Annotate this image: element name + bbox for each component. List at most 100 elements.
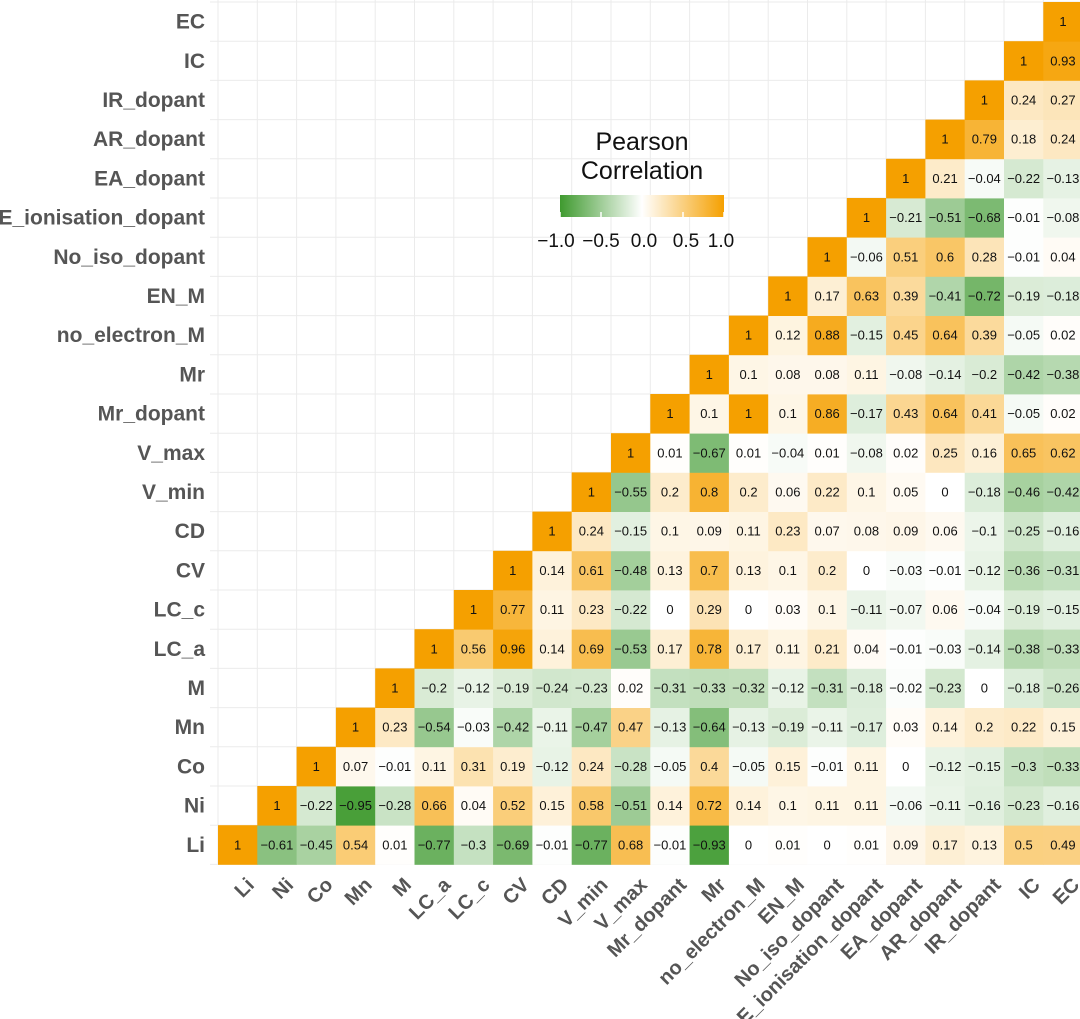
heatmap-cell [296, 746, 337, 787]
cell-value-label: 0.02 [1050, 406, 1075, 421]
cell-value-label: 0.54 [343, 837, 368, 852]
heatmap-cell [611, 511, 651, 552]
y-axis-labels: EC IC IR_dopant AR_dopant EA_dopant E_ionisat… [0, 11, 205, 857]
y-tick-label: IR_dopant [102, 89, 205, 112]
cell-value-label: 1 [745, 328, 752, 343]
cell-value-label: 0.45 [893, 328, 918, 343]
heatmap-cell [1004, 433, 1044, 473]
x-tick-label: M [389, 874, 416, 901]
heatmap-cell [1043, 786, 1080, 826]
cell-value-label: 1 [745, 406, 752, 421]
cell-value-label: −0.03 [889, 563, 922, 578]
heatmap-cell [1043, 472, 1080, 512]
heatmap-cell [571, 590, 612, 630]
heatmap-cell [807, 354, 848, 395]
cell-value-label: 0 [666, 602, 673, 617]
heatmap-cell [650, 746, 690, 787]
heatmap-cell [728, 668, 769, 708]
cell-value-label: 0.1 [700, 406, 718, 421]
cell-value-label: 0.7 [700, 563, 718, 578]
cell-value-label: −0.28 [614, 759, 647, 774]
heatmap-cell [964, 825, 1005, 865]
cell-value-label: −0.16 [1046, 524, 1079, 539]
heatmap-cell [886, 315, 926, 356]
cell-value-label: 0.29 [697, 602, 722, 617]
cell-value-label: −0.51 [929, 210, 962, 225]
heatmap-cell [964, 237, 1005, 277]
heatmap-cell [335, 786, 376, 826]
cell-value-label: −0.05 [732, 759, 765, 774]
cell-value-label: 0.27 [1050, 93, 1075, 108]
heatmap-cell [925, 668, 966, 708]
cell-value-label: 0.09 [893, 837, 918, 852]
heatmap-cell [1043, 394, 1080, 434]
cell-value-label: −0.17 [850, 720, 883, 735]
cell-value-label: 0.01 [657, 445, 682, 460]
heatmap-cell [886, 786, 926, 826]
cell-value-label: −0.04 [968, 171, 1001, 186]
cell-value-label: 0.17 [932, 837, 957, 852]
heatmap-cell [807, 707, 848, 748]
cell-value-label: −0.69 [496, 837, 529, 852]
cell-value-label: 0.1 [661, 524, 679, 539]
heatmap-cell [689, 746, 730, 787]
cell-value-label: −0.93 [693, 837, 726, 852]
cell-value-label: −0.11 [850, 602, 882, 617]
cell-value-label: 1 [784, 289, 791, 304]
cell-value-label: −0.19 [1007, 602, 1040, 617]
heatmap-cell [1043, 354, 1080, 395]
heatmap-cell [846, 237, 887, 277]
y-tick-label: M [188, 677, 206, 700]
heatmap-cell [689, 472, 730, 512]
heatmap-cell [611, 472, 651, 512]
heatmap-cell [689, 590, 730, 630]
legend-tick-label: −1.0 [537, 231, 575, 252]
heatmap-cell [532, 707, 573, 748]
cell-value-label: −0.11 [929, 798, 961, 813]
heatmap-cell [768, 354, 808, 395]
heatmap-cell [650, 472, 690, 512]
heatmap-cell [964, 746, 1005, 787]
cell-value-label: 0.21 [814, 641, 839, 656]
cell-value-label: 0 [824, 837, 831, 852]
cell-value-label: −0.03 [929, 641, 962, 656]
cell-value-label: −0.1 [972, 524, 998, 539]
y-tick-label: CV [176, 559, 205, 582]
heatmap-cell [886, 354, 926, 395]
cell-value-label: 0.17 [736, 641, 761, 656]
cell-value-label: 0.62 [1050, 445, 1075, 460]
heatmap-cell [768, 786, 808, 826]
heatmap-cell [611, 590, 651, 630]
cell-value-label: 0.15 [1050, 720, 1075, 735]
cell-value-label: 0.15 [539, 798, 564, 813]
cell-value-label: 0.11 [815, 798, 839, 813]
cell-value-label: 0.02 [1050, 328, 1075, 343]
y-tick-label: LC_c [154, 599, 206, 622]
x-tick-label: CV [499, 874, 535, 910]
cell-value-label: −0.25 [1007, 524, 1040, 539]
heatmap-cell [925, 354, 966, 395]
cell-value-label: 0.2 [740, 485, 758, 500]
cell-value-label: −0.38 [1046, 367, 1079, 382]
heatmap-cell [768, 825, 808, 865]
heatmap-cell [964, 472, 1005, 512]
cell-value-label: 0 [941, 485, 948, 500]
cell-value-label: −0.05 [1007, 328, 1040, 343]
cell-value-label: 0.21 [932, 171, 957, 186]
heatmap-cell [925, 590, 966, 630]
heatmap-cell [964, 354, 1005, 395]
heatmap-cell [886, 590, 926, 630]
x-tick-label: LC_a [405, 873, 456, 924]
heatmap-cell [611, 629, 651, 669]
cell-value-label: −0.06 [850, 249, 883, 264]
cell-value-label: 0.12 [775, 328, 800, 343]
cell-value-label: 0.08 [854, 524, 879, 539]
heatmap-cell [964, 276, 1005, 316]
cell-value-label: −0.12 [968, 563, 1001, 578]
heatmap-cell [964, 629, 1005, 669]
heatmap-cell [728, 354, 769, 395]
cell-value-label: −0.32 [732, 681, 765, 696]
cell-value-label: −0.22 [300, 798, 333, 813]
heatmap-cell [453, 786, 494, 826]
cell-value-label: −0.33 [693, 681, 726, 696]
